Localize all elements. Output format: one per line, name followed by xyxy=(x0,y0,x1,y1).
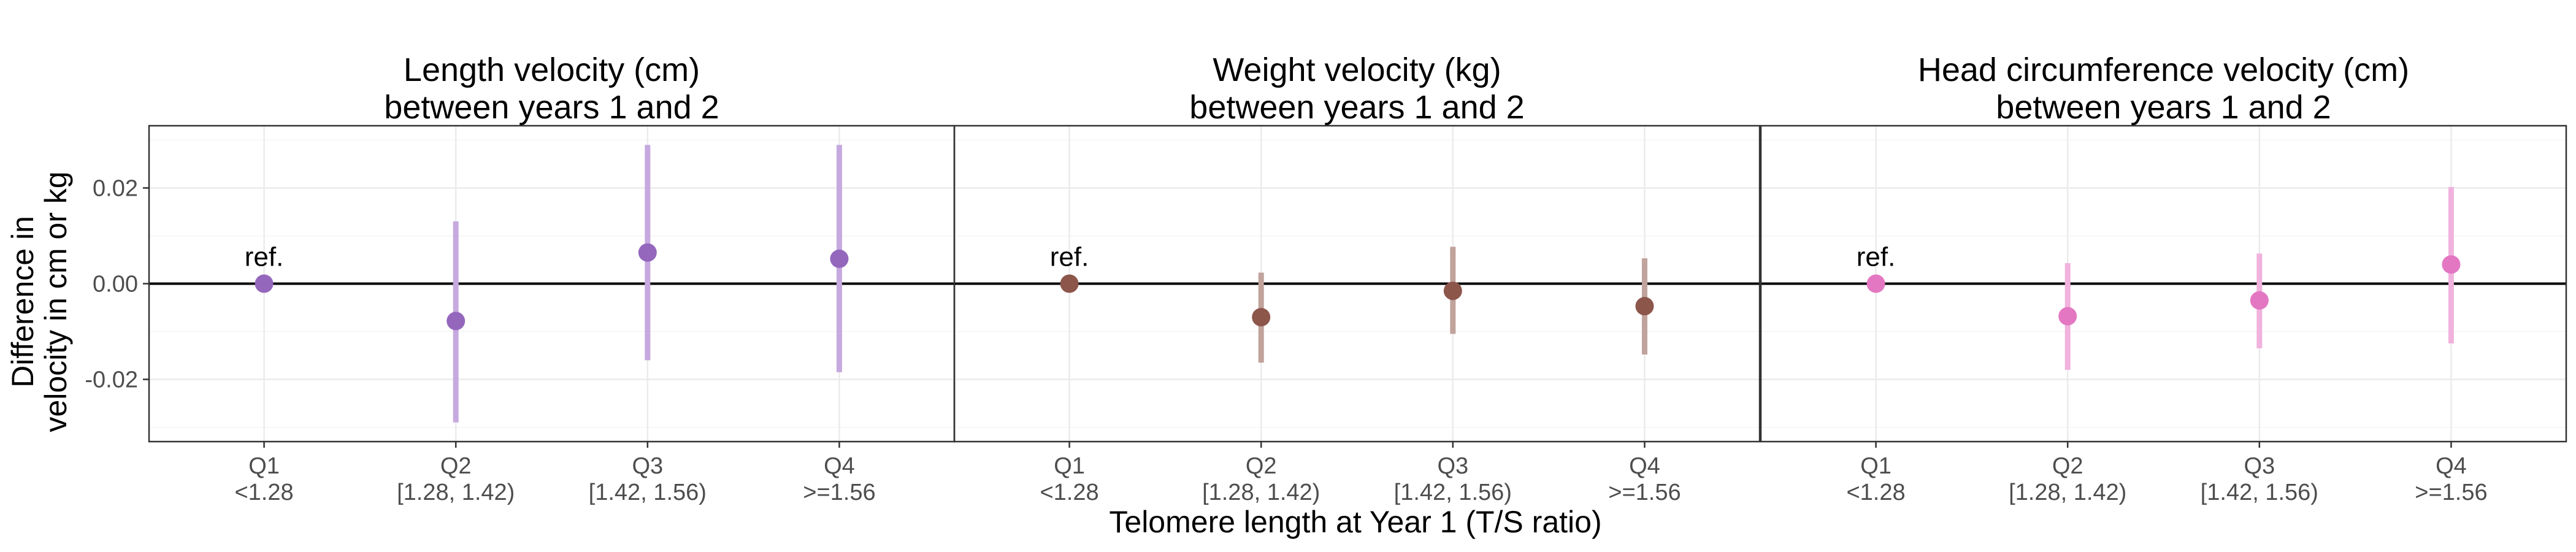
x-tick-label-quartile: Q4 xyxy=(824,453,855,479)
reference-label: ref. xyxy=(245,242,284,272)
x-tick-label-range: <1.28 xyxy=(1040,480,1098,505)
x-tick-label-quartile: Q3 xyxy=(2244,453,2275,479)
panel-border xyxy=(1760,125,2567,443)
panel-title-line-1: Weight velocity (kg) xyxy=(1213,52,1501,88)
estimate-point xyxy=(255,274,274,293)
x-tick-label-quartile: Q4 xyxy=(2436,453,2467,479)
x-tick-label-quartile: Q4 xyxy=(1629,453,1660,479)
y-tick-label: 0.00 xyxy=(93,272,138,297)
y-tick-label: 0.02 xyxy=(93,175,138,201)
panel-3: Head circumference velocity (cm)between … xyxy=(1760,52,2567,505)
panels-group: Length velocity (cm)between years 1 and … xyxy=(85,52,2567,505)
estimate-point xyxy=(2442,255,2461,274)
estimate-point xyxy=(2058,307,2077,326)
x-tick-label-range: <1.28 xyxy=(1846,480,1905,505)
x-tick-label-range: [1.28, 1.42) xyxy=(1202,480,1320,505)
reference-label: ref. xyxy=(1050,242,1089,272)
estimate-point xyxy=(1443,282,1462,301)
x-tick-label-quartile: Q1 xyxy=(1054,453,1085,479)
y-tick-label: -0.02 xyxy=(85,367,138,393)
panel-title-line-2: between years 1 and 2 xyxy=(1189,89,1524,126)
panel-1: Length velocity (cm)between years 1 and … xyxy=(85,52,956,505)
x-tick-label-range: [1.42, 1.56) xyxy=(2201,480,2318,505)
y-axis-title-line-1: Difference in xyxy=(6,216,40,388)
x-axis-title: Telomere length at Year 1 (T/S ratio) xyxy=(1109,505,1601,539)
x-tick-label-range: [1.42, 1.56) xyxy=(589,480,707,505)
x-tick-label-quartile: Q2 xyxy=(440,453,472,479)
x-tick-label-range: <1.28 xyxy=(234,480,293,505)
panel-title-line-2: between years 1 and 2 xyxy=(384,89,719,126)
x-tick-label-range: [1.28, 1.42) xyxy=(2009,480,2126,505)
x-tick-label-range: >=1.56 xyxy=(2415,480,2487,505)
x-tick-label-range: [1.42, 1.56) xyxy=(1394,480,1512,505)
estimate-point xyxy=(2250,291,2269,310)
x-tick-label-quartile: Q2 xyxy=(1246,453,1277,479)
y-axis-title-line-2: velocity in cm or kg xyxy=(39,171,73,432)
reference-label: ref. xyxy=(1857,242,1896,272)
x-tick-label-quartile: Q2 xyxy=(2052,453,2083,479)
panel-title-line-1: Head circumference velocity (cm) xyxy=(1918,52,2409,88)
estimate-point xyxy=(830,249,849,268)
x-tick-label-quartile: Q3 xyxy=(632,453,663,479)
x-tick-label-quartile: Q1 xyxy=(248,453,280,479)
panel-border xyxy=(953,125,1761,443)
x-tick-label-quartile: Q3 xyxy=(1437,453,1468,479)
x-tick-label-range: >=1.56 xyxy=(1608,480,1681,505)
estimate-point xyxy=(1252,308,1271,327)
estimate-point xyxy=(1866,274,1885,293)
estimate-point xyxy=(447,312,466,331)
estimate-point xyxy=(638,243,657,262)
panel-2: Weight velocity (kg)between years 1 and … xyxy=(953,52,1761,505)
x-tick-label-quartile: Q1 xyxy=(1860,453,1892,479)
estimate-point xyxy=(1635,297,1654,316)
estimate-point xyxy=(1060,274,1079,293)
x-tick-label-range: >=1.56 xyxy=(803,480,875,505)
panel-title-line-1: Length velocity (cm) xyxy=(404,52,700,88)
panel-title-line-2: between years 1 and 2 xyxy=(1996,89,2331,126)
x-tick-label-range: [1.28, 1.42) xyxy=(397,480,515,505)
